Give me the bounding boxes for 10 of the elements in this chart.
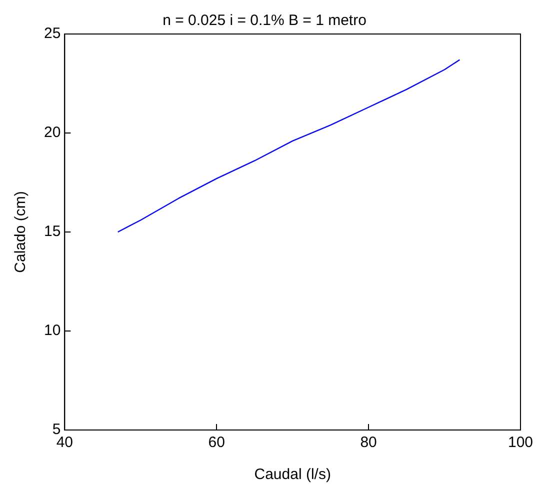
y-axis-title: Calado (cm) (12, 191, 30, 273)
x-axis-title: Caudal (l/s) (254, 466, 331, 484)
x-tick-label: 60 (208, 434, 225, 452)
x-tick-label: 80 (360, 434, 377, 452)
y-tick-label: 15 (44, 223, 61, 240)
x-tick-label: 100 (508, 434, 533, 452)
y-tick-label: 10 (44, 322, 61, 340)
y-tick-label: 20 (44, 124, 61, 142)
chart-title: n = 0.025 i = 0.1% B = 1 metro (162, 12, 366, 30)
y-tick-label: 25 (44, 25, 61, 42)
